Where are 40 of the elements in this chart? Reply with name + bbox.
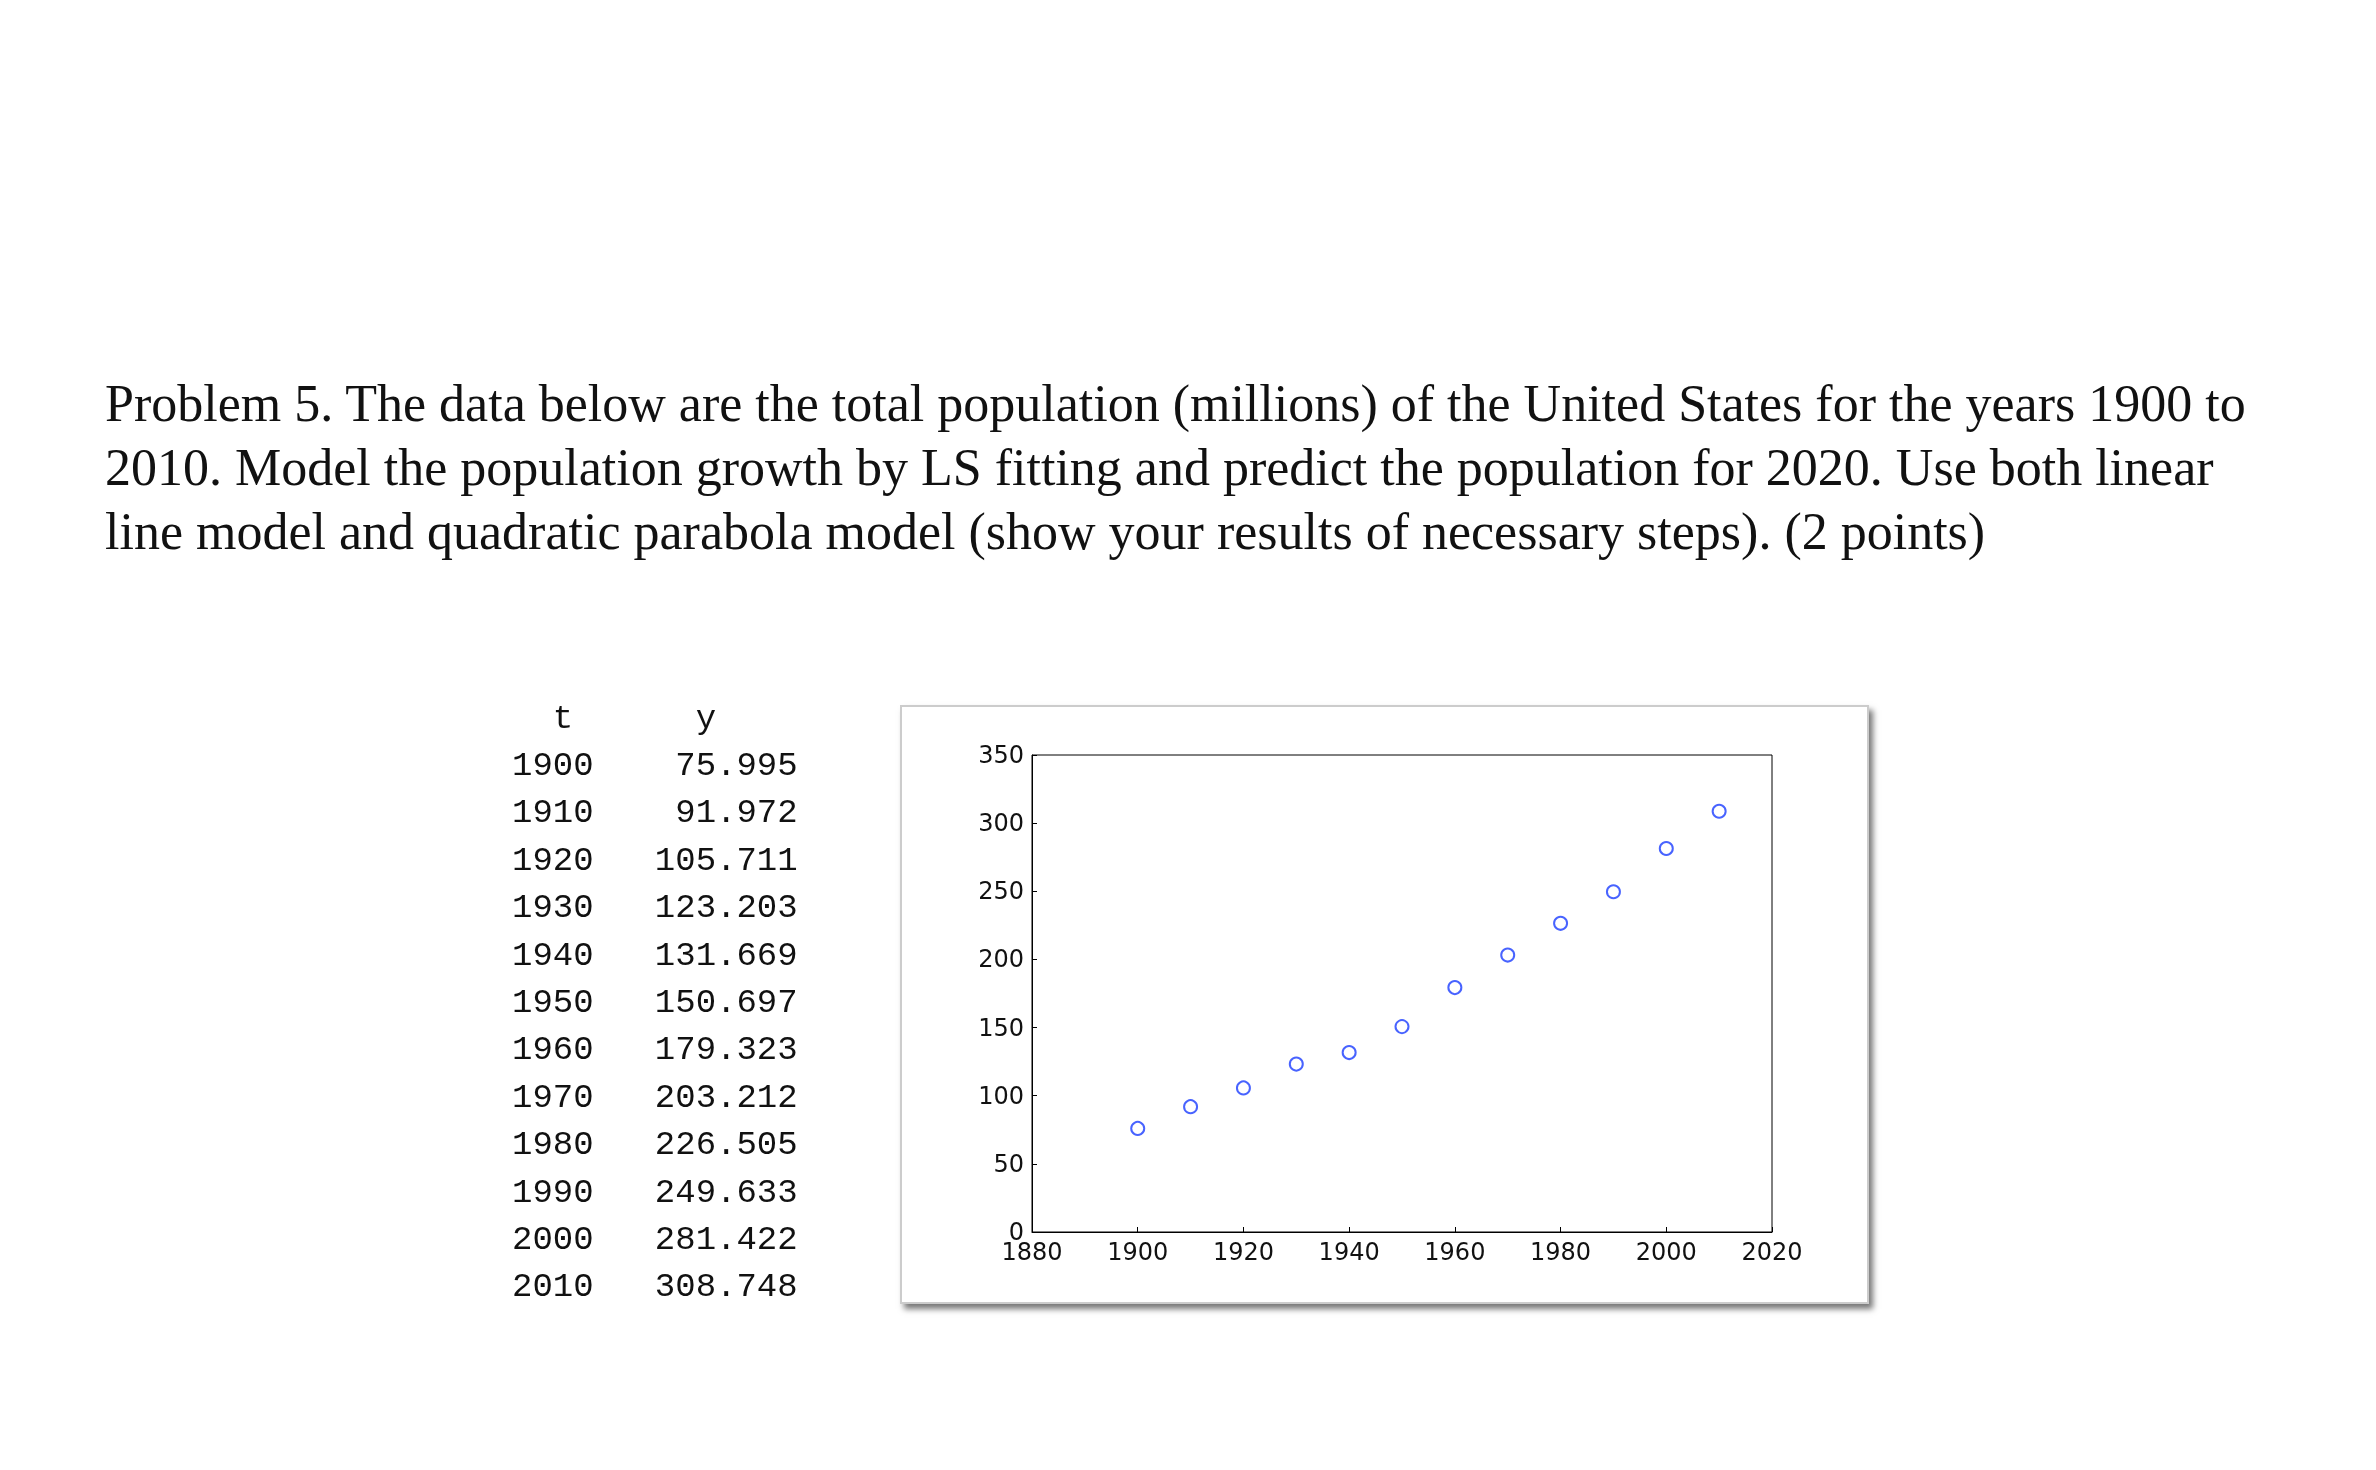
x-tick-label: 1900: [1107, 1238, 1169, 1266]
text: 1970 203.212: [512, 1077, 798, 1119]
x-tick-label: 2000: [1635, 1238, 1697, 1266]
point: [1235, 1080, 1251, 1096]
text: 1900 75.995: [512, 746, 798, 788]
point: [1500, 947, 1516, 963]
text: 1960 179.323: [512, 1030, 798, 1072]
x-tick-label: 1920: [1212, 1238, 1274, 1266]
point: [1605, 884, 1621, 900]
point: [1394, 1019, 1410, 1035]
text: 1950 150.697: [512, 983, 798, 1025]
x-tick-label: 2020: [1741, 1238, 1803, 1266]
y-tick-label: 150: [978, 1013, 1024, 1042]
point: [1553, 915, 1569, 931]
text: t y: [551, 698, 718, 740]
y-tick-label: 300: [978, 809, 1024, 838]
y-tick-label: 50: [993, 1149, 1024, 1178]
y-tick-label: 200: [978, 945, 1024, 974]
point: [1288, 1056, 1304, 1072]
text: 2000 281.422: [512, 1220, 798, 1261]
x-tick-label: 1960: [1424, 1238, 1486, 1266]
point: [1130, 1120, 1146, 1136]
point: [1658, 840, 1674, 856]
y-tick-label: 100: [978, 1081, 1024, 1110]
x-tick-label: 1980: [1530, 1238, 1592, 1266]
point: [1711, 803, 1727, 819]
text: 1920 105.711: [512, 840, 798, 882]
text: 1910 91.972: [512, 793, 798, 835]
y-tick-label: 350: [978, 741, 1024, 769]
text: 1940 131.669: [512, 935, 798, 977]
y-tick-label: 250: [978, 877, 1024, 906]
text: 1980 226.505: [512, 1125, 798, 1167]
text: Problem 5. The data below are the total population (millions) of the United States for the years 1900 to 2010. Model the population growth by LS fitting and predict the population for 2020. Use both linear line model and quadratic parabola model (show your results of necessary steps). (2 points): [105, 374, 2247, 562]
text: 2010 308.748: [512, 1267, 798, 1309]
text: 1990 249.633: [512, 1172, 798, 1214]
point: [1183, 1099, 1199, 1115]
point: [1447, 980, 1463, 996]
point: [1341, 1045, 1357, 1061]
x-tick-label: 1940: [1318, 1238, 1380, 1266]
text: 1930 123.203: [512, 888, 798, 930]
